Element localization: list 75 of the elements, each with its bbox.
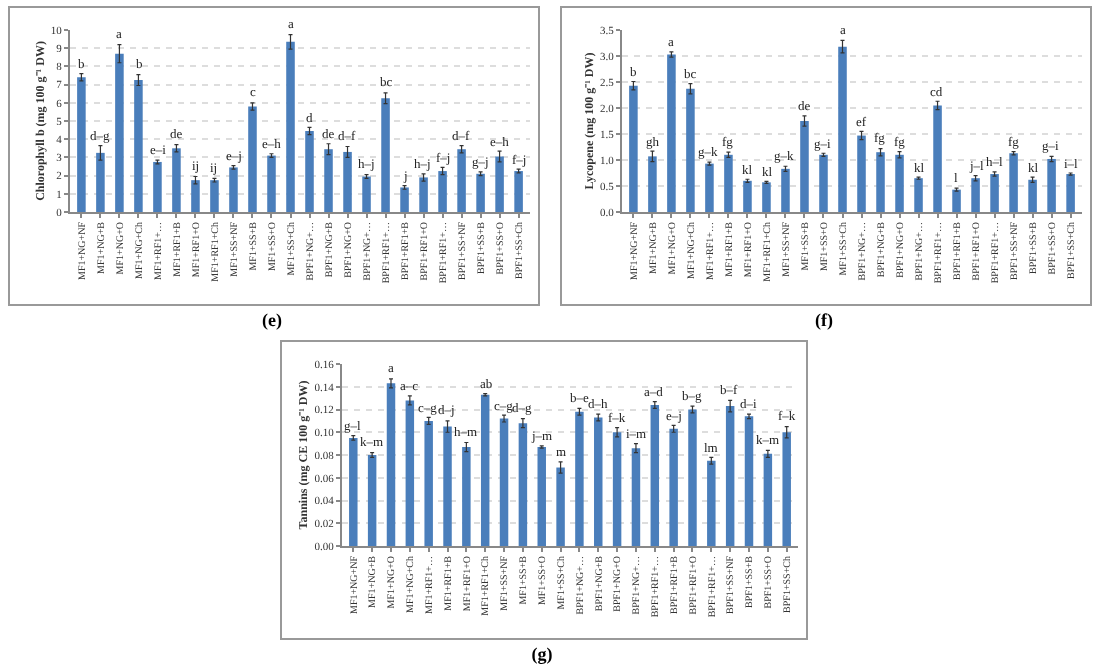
bar xyxy=(400,187,409,212)
bar xyxy=(650,404,660,546)
bar xyxy=(724,154,733,212)
bar xyxy=(648,156,657,212)
bar xyxy=(191,180,200,212)
bar xyxy=(438,171,447,212)
bar xyxy=(631,448,641,546)
bar xyxy=(172,148,181,212)
bar xyxy=(952,189,961,212)
bar xyxy=(419,177,428,212)
bar xyxy=(134,80,143,212)
bar xyxy=(210,180,219,212)
bar xyxy=(744,416,754,546)
bar xyxy=(324,149,333,212)
bar xyxy=(629,85,638,212)
bar xyxy=(349,437,358,546)
bar xyxy=(386,383,396,546)
bar xyxy=(1009,153,1018,212)
bar xyxy=(96,152,105,212)
bar xyxy=(381,98,390,212)
bar xyxy=(495,156,504,212)
bar xyxy=(762,182,771,212)
bar xyxy=(669,428,678,546)
bar xyxy=(462,447,471,546)
bar xyxy=(267,155,276,212)
bar xyxy=(914,178,923,212)
bar xyxy=(537,447,546,546)
bar xyxy=(1066,174,1075,212)
bar xyxy=(705,163,714,212)
bar xyxy=(499,418,509,546)
bar xyxy=(518,423,528,546)
bar xyxy=(556,467,565,546)
bar xyxy=(153,161,162,212)
bar xyxy=(876,152,885,212)
bar xyxy=(933,105,942,212)
bar xyxy=(229,167,238,212)
bar xyxy=(305,131,314,212)
bar xyxy=(895,154,904,212)
bar xyxy=(667,54,676,212)
bar xyxy=(514,171,523,212)
bar xyxy=(838,46,847,212)
bar xyxy=(857,135,866,212)
bar xyxy=(362,176,371,212)
bar xyxy=(367,455,377,546)
bar xyxy=(725,406,735,546)
bar xyxy=(405,400,415,546)
bar xyxy=(819,154,828,212)
bar xyxy=(800,121,809,212)
bar xyxy=(688,409,697,546)
bar xyxy=(443,426,452,546)
bar xyxy=(612,432,622,546)
bar xyxy=(781,168,790,212)
bar xyxy=(743,180,752,212)
bar xyxy=(575,411,584,546)
bar xyxy=(990,174,999,212)
bar xyxy=(424,420,433,546)
bar xyxy=(77,77,86,212)
text: (f) xyxy=(813,310,835,330)
bar xyxy=(763,453,773,546)
bar xyxy=(594,417,603,546)
bar xyxy=(457,149,466,212)
bar xyxy=(1028,179,1037,212)
text: (e) xyxy=(260,310,284,330)
bar xyxy=(248,106,257,212)
bar xyxy=(476,173,485,212)
bar xyxy=(343,151,352,212)
bar xyxy=(1047,158,1056,212)
bar xyxy=(115,53,124,212)
bar xyxy=(686,88,695,212)
bar xyxy=(480,394,490,546)
bar xyxy=(707,460,716,546)
bar xyxy=(971,178,980,212)
text: (g) xyxy=(529,644,555,664)
bar xyxy=(782,432,791,546)
bar xyxy=(286,41,295,212)
